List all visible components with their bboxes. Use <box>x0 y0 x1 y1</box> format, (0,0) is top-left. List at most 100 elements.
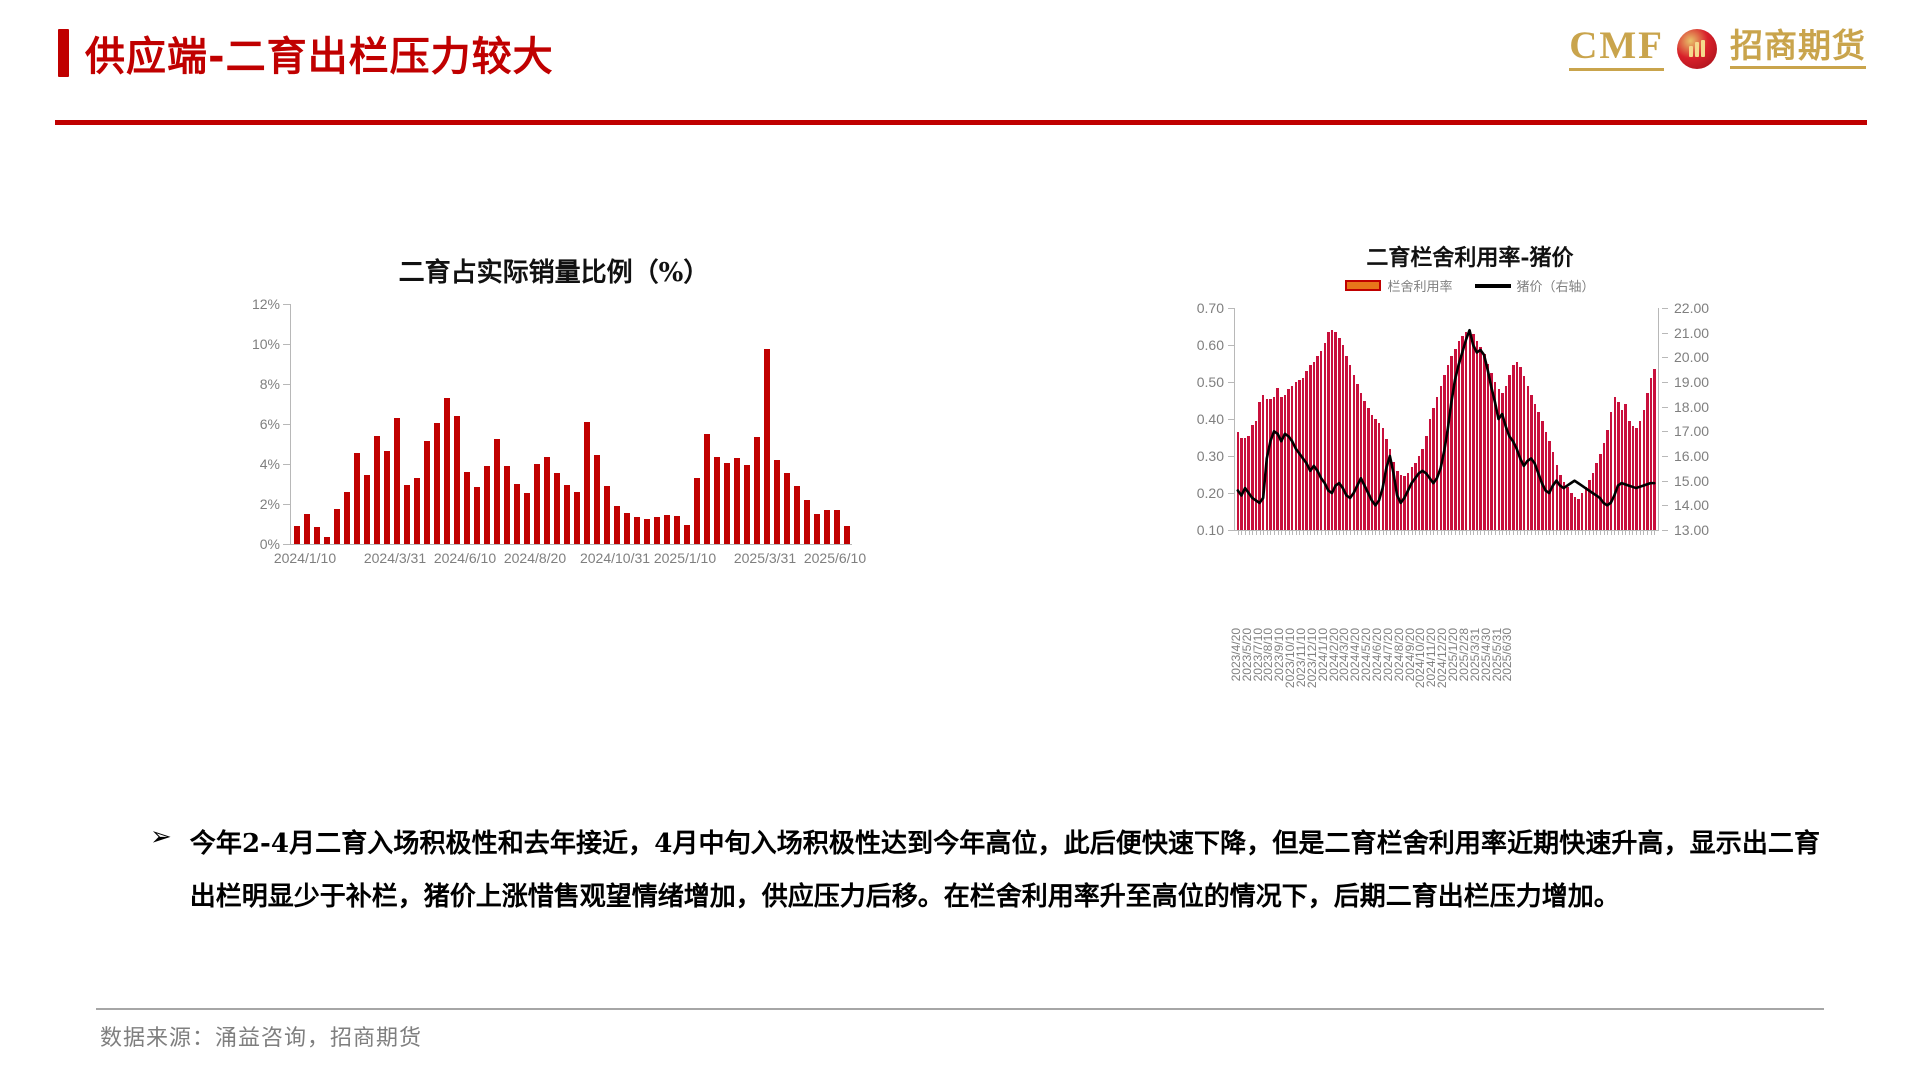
chart2-right-tick-mark <box>1662 332 1668 334</box>
chart2-x-tick-mark <box>1455 530 1457 535</box>
chart1-bar <box>653 517 661 544</box>
chart2-x-tick-mark <box>1549 530 1551 535</box>
chart1-bar <box>333 509 341 544</box>
chart2-x-tick-mark <box>1574 530 1576 535</box>
chart2-x-tick-mark <box>1270 530 1272 535</box>
chart2-x-tick-mark <box>1255 530 1257 535</box>
chart2-x-tick-mark <box>1578 530 1580 535</box>
chart2-right-tick-mark <box>1662 308 1668 309</box>
chart1-bar-series <box>292 304 852 544</box>
chart1-bar <box>713 457 721 544</box>
chart2-x-tick-mark <box>1607 530 1609 535</box>
chart2-x-tick-mark <box>1603 530 1605 535</box>
chart1-bar <box>483 466 491 544</box>
chart2-x-tick-mark <box>1531 530 1533 535</box>
chart2-x-tick-mark <box>1433 530 1435 535</box>
legend-bar-swatch-icon <box>1345 280 1382 291</box>
chart2-x-tick-mark <box>1505 530 1507 535</box>
chart2-legend: 栏舍利用率 猪价（右轴） <box>1180 276 1760 295</box>
chart1-bar <box>673 516 681 544</box>
chart1-y-axis-line <box>290 304 291 544</box>
bullet-paragraph: 今年2-4月二育入场积极性和去年接近，4月中旬入场积极性达到今年高位，此后便快速… <box>189 829 1820 913</box>
chart1-bar-slot <box>442 304 452 544</box>
chart1-bar-slot <box>342 304 352 544</box>
chart2-plot-area <box>1236 308 1656 530</box>
chart2-x-tick-mark <box>1237 530 1239 535</box>
chart1-bar <box>573 492 581 544</box>
chart1-y-tick-label: 8% <box>259 376 280 392</box>
chart2-bar <box>1566 487 1569 530</box>
chart1-x-axis-line <box>290 544 852 545</box>
chart1-bar-slot <box>642 304 652 544</box>
chart1-bar <box>593 455 601 544</box>
chart1-bar <box>433 423 441 544</box>
chart2-left-axis-line <box>1234 308 1235 530</box>
chart2-x-tick-mark <box>1317 530 1319 535</box>
chart1-bar-slot <box>362 304 372 544</box>
chart2-right-tick-mark <box>1662 382 1668 383</box>
bullet-arrow-icon: ➢ <box>150 822 172 852</box>
emblem-bars-icon <box>1689 40 1705 57</box>
chart1-bar-slot <box>602 304 612 544</box>
chart1-bar <box>413 478 421 544</box>
chart2-left-tick-mark <box>1228 382 1234 383</box>
chart2-left-tick-label: 0.40 <box>1196 411 1224 427</box>
chart2-x-tick-mark <box>1440 530 1442 535</box>
chart2-x-tick-mark <box>1534 530 1536 535</box>
chart1-bar <box>293 526 301 544</box>
chart1-bar-slot <box>732 304 742 544</box>
chart2-x-tick-mark <box>1556 530 1558 535</box>
chart2-x-tick-mark <box>1386 530 1388 535</box>
chart1-bar <box>383 451 391 544</box>
chart-pen-utilization-vs-hog-price: 二育栏舍利用率-猪价 栏舍利用率 猪价（右轴） 0.10 0.20 0.30 0.40… <box>1180 240 1760 688</box>
chart2-x-tick-mark <box>1407 530 1409 535</box>
chart2-bar-slot <box>1584 308 1588 530</box>
footer-divider <box>96 1008 1824 1010</box>
page-title-text: 供应端-二育出栏压力较大 <box>85 34 554 80</box>
chart1-bar <box>403 485 411 544</box>
chart1-bar <box>823 510 831 544</box>
chart2-x-tick-mark <box>1259 530 1261 535</box>
chart2-x-tick-mark <box>1389 530 1391 535</box>
chart2-x-tick-mark <box>1411 530 1413 535</box>
chart2-x-tick-mark <box>1331 530 1333 535</box>
chart2-x-tick-mark <box>1458 530 1460 535</box>
chart1-bar-slot <box>402 304 412 544</box>
chart2-x-tick-mark <box>1589 530 1591 535</box>
chart1-bar-slot <box>462 304 472 544</box>
chart1-bar <box>723 463 731 544</box>
chart1-bar-slot <box>372 304 382 544</box>
chart1-x-tick-label: 2024/3/31 <box>363 550 427 566</box>
chart2-x-tick-mark <box>1581 530 1583 535</box>
chart1-bar-slot <box>592 304 602 544</box>
chart1-bar-slot <box>792 304 802 544</box>
chart2-x-tick-mark <box>1342 530 1344 535</box>
chart1-bar <box>733 458 741 544</box>
chart2-x-tick-mark <box>1509 530 1511 535</box>
chart1-bar <box>613 506 621 544</box>
chart2-x-tick-mark <box>1368 530 1370 535</box>
chart2-x-tick-mark <box>1610 530 1612 535</box>
chart1-bar-slot <box>492 304 502 544</box>
chart1-bar-slot <box>722 304 732 544</box>
chart1-bar <box>343 492 351 544</box>
chart2-x-tick-mark <box>1596 530 1598 535</box>
chart1-y-tick-mark <box>283 424 290 425</box>
chart2-left-tick-label: 0.30 <box>1196 448 1224 464</box>
chart1-bar <box>363 475 371 544</box>
chart1-bar <box>783 473 791 544</box>
chart1-y-tick-label: 10% <box>251 336 280 352</box>
chart2-right-y-axis: 13.00 14.00 15.00 16.00 17.00 18.00 19.00 20.00… <box>1662 300 1722 538</box>
chart1-bar-slot <box>802 304 812 544</box>
chart2-x-tick-mark <box>1570 530 1572 535</box>
chart1-bar-slot <box>312 304 322 544</box>
chart2-x-axis-line <box>1234 530 1659 531</box>
chart1-bar-slot <box>662 304 672 544</box>
chart2-x-tick-mark <box>1429 530 1431 535</box>
chart2-bar <box>1573 496 1577 530</box>
chart1-bar-slot <box>562 304 572 544</box>
chart2-x-tick-mark <box>1541 530 1543 535</box>
chart1-bar-slot <box>652 304 662 544</box>
chart2-x-tick-mark <box>1281 530 1283 535</box>
